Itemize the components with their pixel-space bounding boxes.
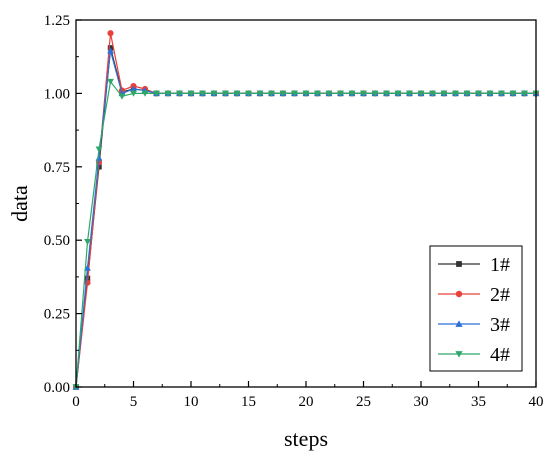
x-tick-label: 25: [356, 394, 371, 410]
data-point: [486, 90, 494, 97]
x-tick-label: 10: [184, 394, 199, 410]
data-point: [210, 90, 218, 97]
data-point: [222, 90, 229, 97]
data-point: [475, 90, 482, 97]
legend-label: 4#: [490, 344, 510, 366]
data-point: [268, 90, 275, 97]
data-point: [118, 93, 126, 100]
data-point: [130, 90, 137, 97]
legend-box: [429, 245, 523, 372]
data-point: [187, 90, 195, 97]
y-tick-label: 0.25: [44, 307, 70, 323]
data-point: [509, 90, 517, 97]
legend-label: 3#: [490, 314, 510, 336]
legend-label: 2#: [490, 284, 510, 306]
data-point: [291, 90, 298, 97]
data-point: [463, 90, 471, 97]
data-point: [383, 90, 390, 97]
data-point: [176, 90, 183, 97]
x-tick-label: 30: [414, 394, 429, 410]
x-axis-title: steps: [284, 426, 328, 451]
data-point: [233, 90, 241, 97]
legend: 1# 2# 3# 4#: [429, 245, 523, 372]
legend-item: 1#: [438, 254, 510, 276]
x-tick-label: 35: [471, 394, 486, 410]
data-point: [406, 90, 413, 97]
data-point: [164, 90, 172, 97]
y-tick-label: 1.25: [44, 13, 70, 29]
data-point: [95, 154, 103, 161]
legend-marker: [455, 351, 463, 358]
data-point: [153, 90, 160, 97]
data-point: [245, 90, 252, 97]
x-tick-label: 0: [72, 394, 80, 410]
axis-ticks: 0 5 10 15 20 25 30 35 40 0.00 0.25 0.50 0.75 1.00 1.25: [44, 13, 544, 410]
y-tick-label: 0.50: [44, 233, 70, 249]
data-point: [130, 85, 137, 92]
data-point: [84, 238, 91, 246]
data-point: [199, 90, 206, 97]
data-point: [107, 30, 114, 37]
data-point: [141, 90, 149, 97]
legend-item: 4#: [438, 344, 510, 366]
legend-item: 3#: [438, 314, 510, 336]
y-tick-label: 0.75: [44, 160, 70, 176]
x-tick-label: 15: [241, 394, 256, 410]
y-tick-label: 1.00: [44, 86, 70, 102]
plot-series-layer: [72, 30, 540, 391]
data-point: [279, 90, 287, 97]
legend-marker: [455, 290, 463, 298]
data-point: [498, 90, 505, 97]
data-point: [394, 90, 402, 97]
data-point: [302, 90, 310, 97]
data-point: [337, 90, 344, 97]
x-tick-label: 40: [529, 394, 544, 410]
legend-label: 1#: [490, 254, 510, 276]
legend-marker: [455, 320, 463, 327]
data-point: [440, 90, 448, 97]
legend-marker: [456, 261, 462, 267]
data-point: [417, 90, 425, 97]
series-4: [72, 78, 540, 391]
y-axis-title: data: [7, 185, 32, 222]
data-point: [314, 90, 321, 97]
data-point: [107, 47, 114, 54]
data-point: [107, 78, 114, 86]
x-tick-label: 20: [299, 394, 314, 410]
data-point: [371, 90, 379, 97]
data-point: [521, 90, 528, 97]
y-tick-label: 0.00: [44, 380, 70, 396]
data-point: [429, 90, 436, 97]
data-point: [360, 90, 367, 97]
data-point: [256, 90, 264, 97]
data-point: [348, 90, 356, 97]
x-tick-label: 5: [130, 394, 138, 410]
data-point: [452, 90, 459, 97]
legend-item: 2#: [438, 284, 510, 306]
data-point: [325, 90, 333, 97]
data-point: [95, 146, 103, 153]
